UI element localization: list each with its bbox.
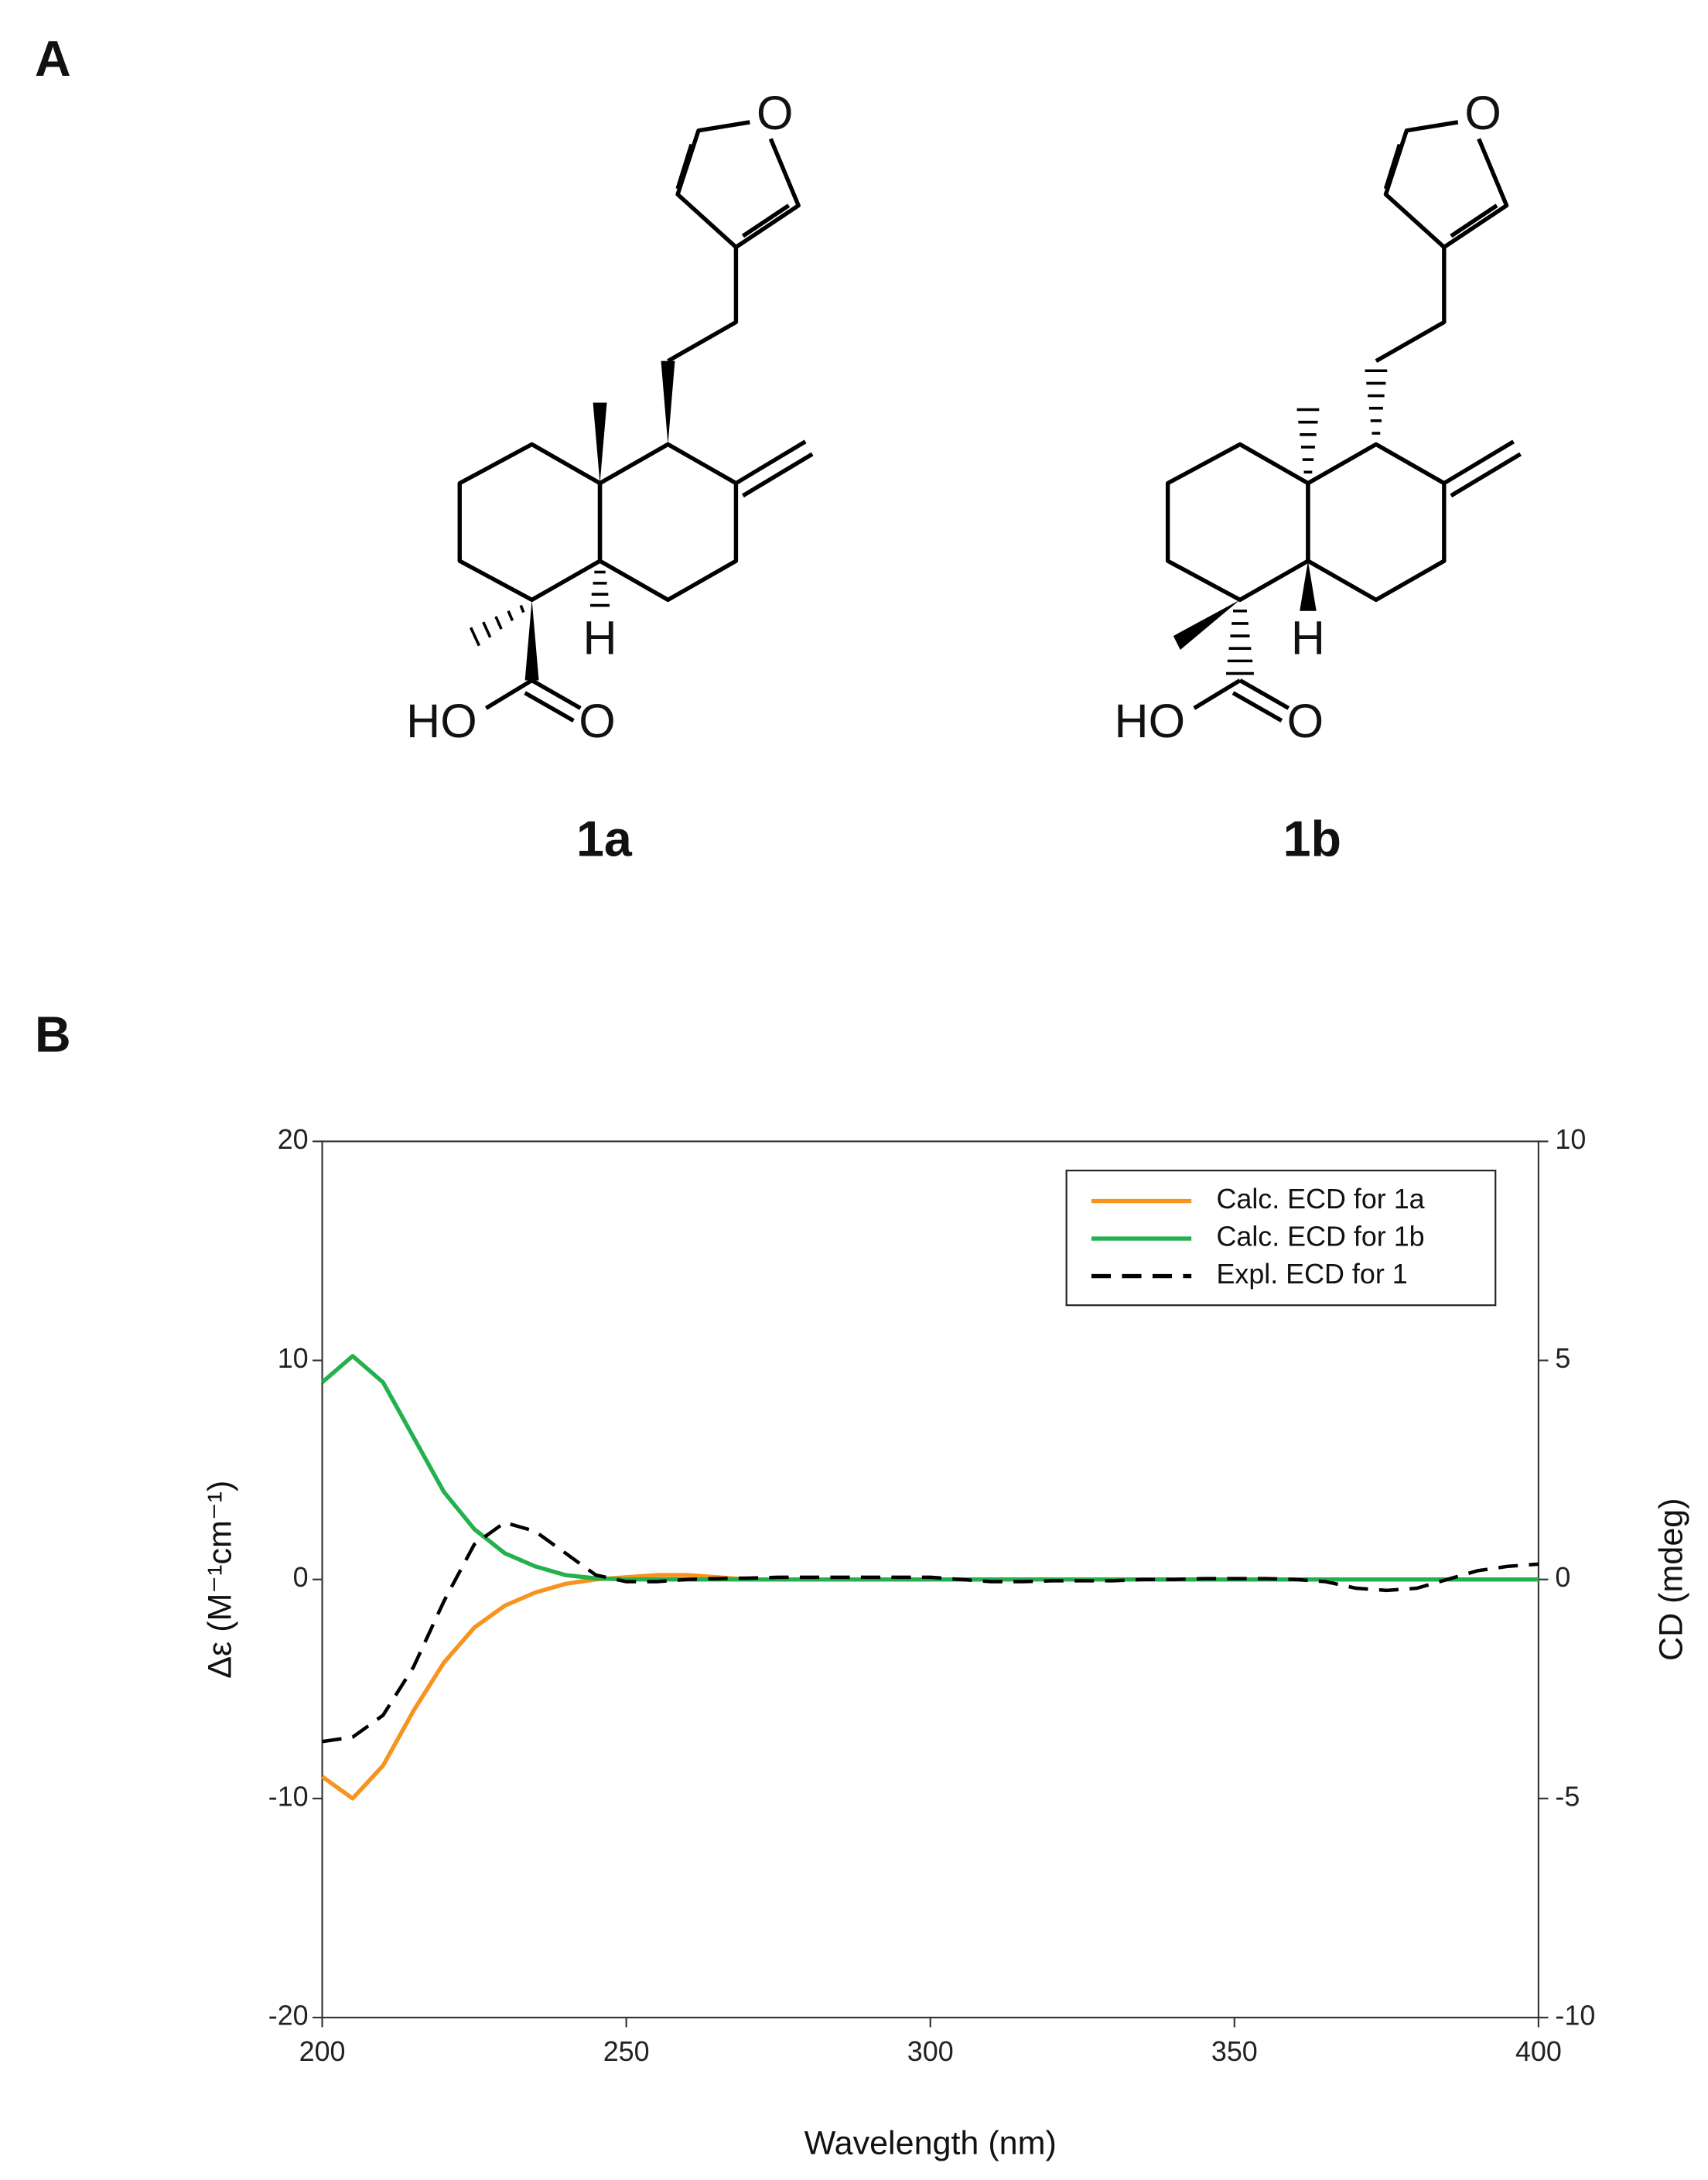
series-line [320, 1573, 1539, 1801]
ring [1306, 442, 1447, 603]
wedge-bond [661, 360, 675, 445]
chart: 200 250 300 350 400 -20 -10 0 10 20 -10 -5 0 5 10 Wavel… [202, 1124, 1690, 2162]
structure: O H HO O 1a [406, 87, 814, 867]
legend-label: Expl. ECD for 1 [1216, 1259, 1407, 1290]
hash-bond [1226, 369, 1388, 675]
y-tick-label: 0 [293, 1562, 309, 1593]
bond [1375, 247, 1447, 364]
x-tick-label: 250 [603, 2036, 650, 2067]
wedge-bond [524, 600, 539, 681]
y2-tick-label: 5 [1555, 1343, 1570, 1374]
atom-label: H [582, 611, 617, 664]
y-axis-title: Δε (M⁻¹cm⁻¹) [202, 1481, 239, 1679]
y-tick-label: -20 [268, 2000, 309, 2031]
atom-label: O [757, 87, 793, 139]
bond [734, 138, 801, 249]
bond [675, 120, 750, 249]
bond [484, 678, 533, 710]
atom-label: HO [406, 695, 477, 747]
x-tick-label: 400 [1515, 2036, 1562, 2067]
wedge-bond [1173, 600, 1240, 651]
hash-bond [469, 570, 610, 647]
bond [1238, 678, 1290, 710]
bond [1450, 203, 1498, 238]
atom-label: O [1287, 695, 1324, 747]
series-line [320, 1354, 1539, 1582]
panel-label: A [35, 31, 71, 87]
bond [675, 143, 694, 190]
legend-label: Calc. ECD for 1b [1216, 1222, 1424, 1252]
y2-axis-title: CD (mdeg) [1652, 1498, 1689, 1661]
legend-label: Calc. ECD for 1a [1216, 1184, 1424, 1215]
bond [741, 203, 791, 238]
wedge-bond [593, 402, 607, 483]
bond [1193, 678, 1242, 710]
bond [735, 439, 807, 485]
bond [531, 678, 582, 710]
bond [524, 691, 575, 723]
structure: O H HO O 1b [1115, 87, 1522, 867]
y-tick-label: 10 [278, 1343, 309, 1374]
ring [457, 442, 603, 603]
bond [1450, 452, 1522, 498]
bond [1443, 439, 1515, 485]
y2-tick-label: -10 [1555, 2000, 1595, 2031]
atom-label: H [1291, 611, 1325, 664]
wedge-bond [1300, 561, 1317, 611]
bond [1383, 143, 1402, 190]
compound-label: 1a [576, 812, 633, 867]
y2-tick-label: 10 [1555, 1124, 1586, 1155]
series-line [322, 1520, 1539, 1744]
y2-tick-label: 0 [1555, 1562, 1570, 1593]
atom-label: O [579, 695, 615, 747]
atom-label: O [1464, 87, 1501, 139]
panel-label: B [35, 1007, 71, 1063]
ring [597, 442, 739, 603]
y2-tick-label: -5 [1555, 1781, 1580, 1812]
bond [1383, 120, 1459, 249]
y-tick-label: 20 [278, 1124, 309, 1155]
ring [1165, 442, 1310, 603]
bond [742, 452, 814, 498]
compound-label: 1b [1283, 812, 1341, 867]
x-tick-label: 300 [907, 2036, 954, 2067]
x-tick-label: 200 [299, 2036, 346, 2067]
atom-label: HO [1115, 695, 1186, 747]
bond [1443, 138, 1509, 249]
bond [1231, 691, 1283, 723]
y-tick-label: -10 [268, 1781, 309, 1812]
x-tick-label: 350 [1211, 2036, 1258, 2067]
x-axis-title: Wavelength (nm) [804, 2125, 1057, 2162]
bond [667, 247, 739, 364]
